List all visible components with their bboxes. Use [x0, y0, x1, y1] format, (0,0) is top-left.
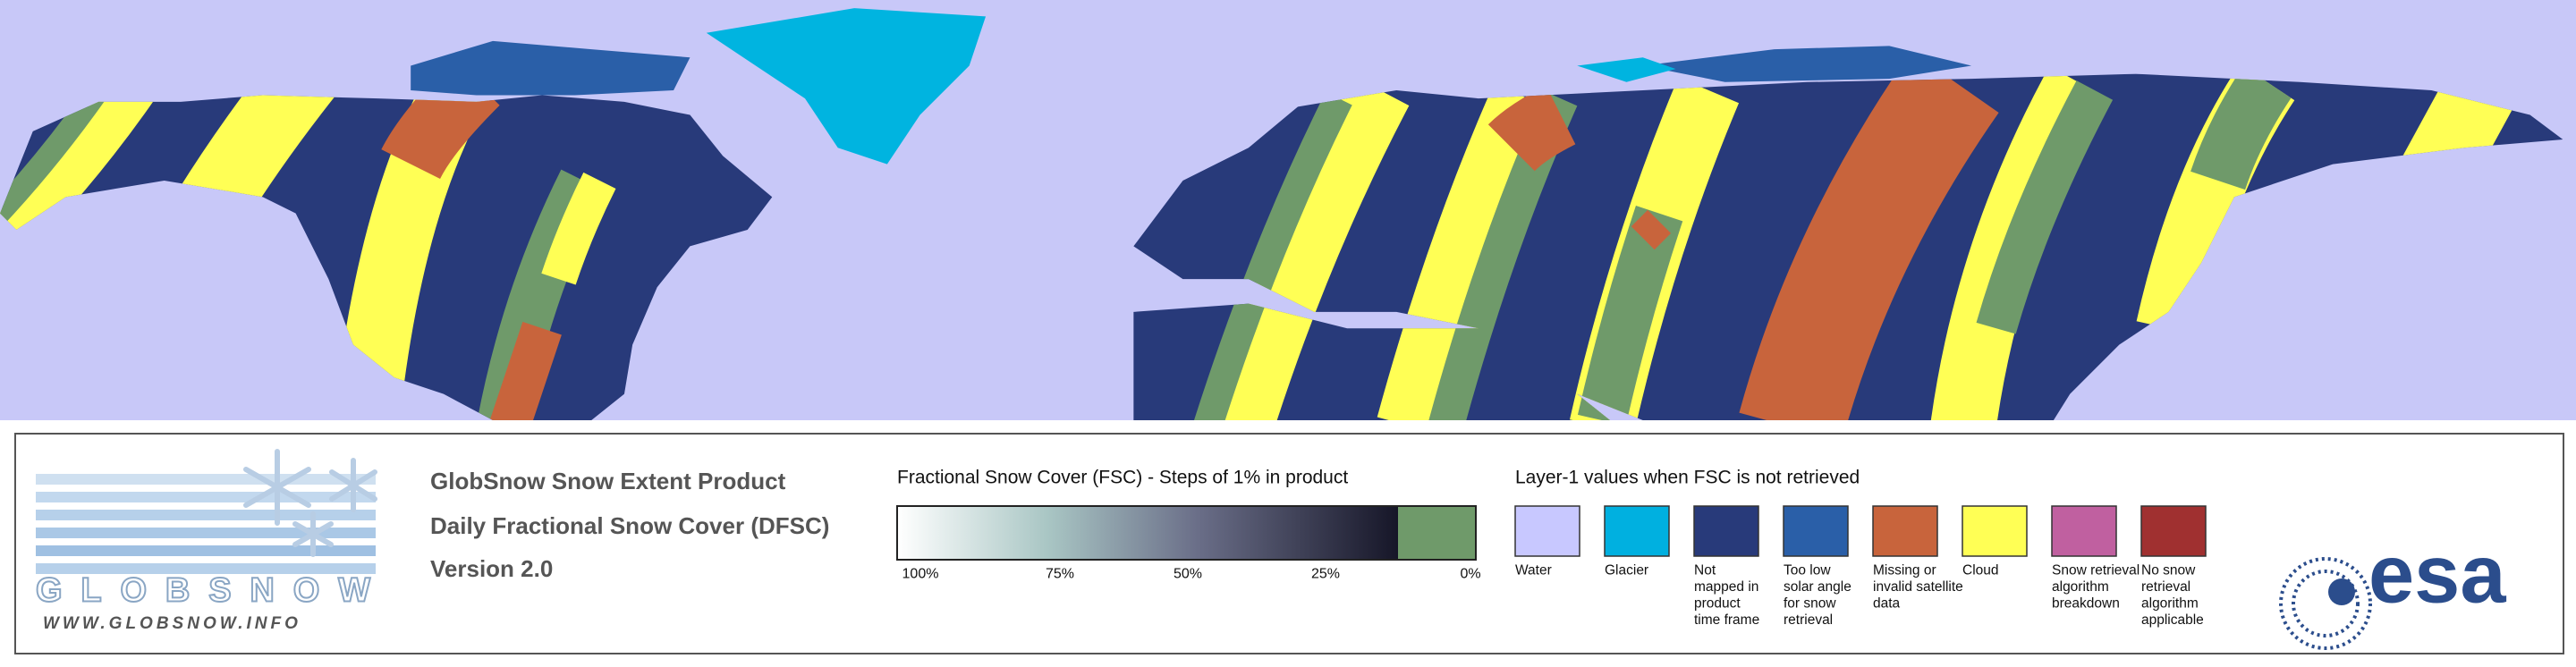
logo-url: WWW.GLOBSNOW.INFO [43, 614, 301, 633]
legend-label: algorithm [2052, 579, 2109, 595]
legend-label: breakdown [2052, 595, 2120, 611]
fsc-tick-label: 75% [1046, 566, 1074, 581]
legend-label: for snow [1784, 595, 1836, 611]
product-title: GlobSnow Snow Extent Product [430, 468, 786, 494]
legend-label: algorithm [2141, 595, 2199, 611]
legend-swatch [2051, 505, 2117, 557]
legend-label: Water [1515, 562, 1552, 578]
legend-swatch [2140, 505, 2207, 557]
fsc-frame [896, 505, 1477, 561]
legend-label: invalid satellite [1873, 579, 1963, 595]
legend-panel: GLOBSNOW WWW.GLOBSNOW.INFO GlobSnow Snow… [14, 433, 2564, 654]
product-version: Version 2.0 [430, 555, 553, 582]
esa-wordmark: esa [2368, 529, 2506, 621]
fsc-title: Fractional Snow Cover (FSC) - Steps of 1… [897, 467, 1348, 487]
legend-swatch [1514, 505, 1580, 557]
legend-label: data [1873, 595, 1901, 611]
layer1-title: Layer-1 values when FSC is not retrieved [1515, 467, 1860, 487]
legend-swatch [1872, 505, 1938, 557]
legend-label: Snow retrieval [2052, 562, 2140, 578]
legend-label: retrieval [1784, 612, 1833, 628]
land [0, 73, 2563, 420]
greenland-glacier [706, 8, 1676, 165]
legend-label: product [1694, 595, 1741, 611]
legend-label: retrieval [2141, 579, 2190, 595]
legend-swatch [1693, 505, 1759, 557]
legend-swatch [1783, 505, 1849, 557]
legend-label: No snow [2141, 562, 2196, 578]
product-subtitle: Daily Fractional Snow Cover (DFSC) [430, 512, 829, 539]
legend-label: solar angle [1784, 579, 1852, 595]
fsc-gradient [897, 506, 1398, 560]
legend-label: Cloud [1962, 562, 1999, 578]
fsc-tick-label: 0% [1460, 566, 1480, 581]
fsc-tick-label: 100% [902, 566, 939, 581]
legend-label: Missing or [1873, 562, 1936, 578]
legend-swatch [1604, 505, 1670, 557]
legend-label: mapped in [1694, 579, 1758, 595]
fsc-tick-label: 50% [1174, 566, 1202, 581]
fsc-zero [1398, 506, 1476, 560]
legend-swatch [1962, 505, 2028, 557]
legend-label: applicable [2141, 612, 2204, 628]
swaths [0, 73, 2513, 420]
snow-map [0, 0, 2576, 420]
legend-label: Not [1694, 562, 1716, 578]
legend-label: time frame [1694, 612, 1759, 628]
fsc-tick-label: 25% [1311, 566, 1340, 581]
legend-label: Glacier [1605, 562, 1648, 578]
esa-logo: esa [2279, 529, 2506, 650]
legend-label: Too low [1784, 562, 1831, 578]
